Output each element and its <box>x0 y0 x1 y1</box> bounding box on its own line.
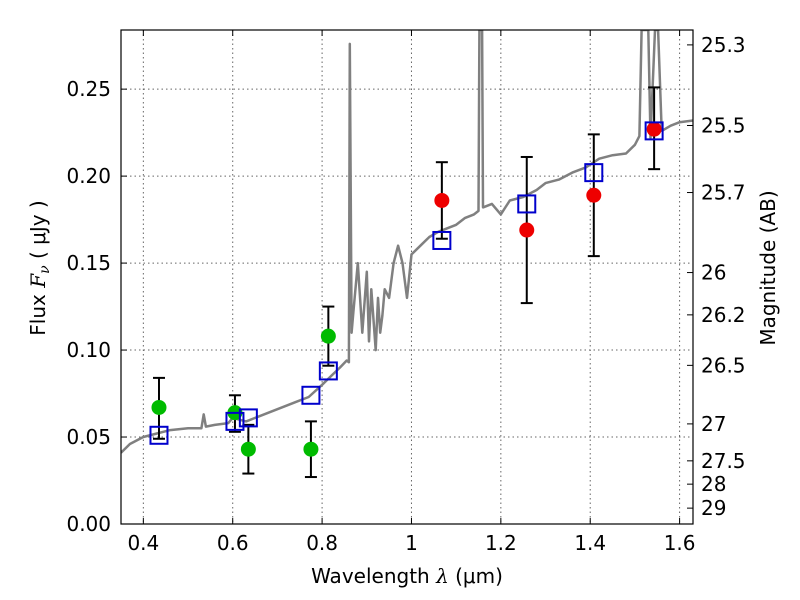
x-tick-label: 1.4 <box>574 531 606 555</box>
x-tick-label: 0.8 <box>306 531 338 555</box>
y-tick-label: 0.05 <box>66 425 111 449</box>
y-tick-label: 0.00 <box>66 512 111 536</box>
y2-tick-label: 26.2 <box>701 303 746 327</box>
x-axis-title: Wavelength λ (μm) <box>311 564 503 588</box>
error-bars <box>152 86 661 479</box>
green-point <box>151 399 167 415</box>
x-axis-lambda-symbol: λ <box>435 564 449 588</box>
red-point <box>434 192 450 208</box>
model-photometry-square <box>225 411 245 431</box>
y-tick-label: 0.25 <box>66 77 111 101</box>
model-photometry-square <box>318 361 338 381</box>
model-photometry-square <box>584 163 604 183</box>
red-point <box>519 222 535 238</box>
x-axis-ticks: 0.4 0.6 0.8 1 1.2 1.4 1.6 <box>127 30 696 555</box>
green-measurements <box>151 328 336 457</box>
y2-axis-title: Magnitude (AB) <box>756 190 780 345</box>
red-measurements <box>434 121 662 238</box>
y2-tick-label: 25.7 <box>701 181 746 205</box>
y-tick-label: 0.20 <box>66 164 111 188</box>
y2-tick-label: 26.5 <box>701 353 746 377</box>
y2-tick-label: 26 <box>701 261 726 285</box>
y-axis-title: Flux Fν ( μJy ) <box>26 200 53 335</box>
y2-tick-label: 25.3 <box>701 33 746 57</box>
model-spectrum-line <box>121 30 693 454</box>
plot-frame <box>120 29 694 525</box>
model-photometry-squares <box>149 121 664 445</box>
grid <box>121 30 693 525</box>
y2-tick-label: 25.5 <box>701 113 746 137</box>
x-tick-label: 1 <box>405 531 418 555</box>
y2-tick-label: 28 <box>701 472 726 496</box>
y-tick-label: 0.15 <box>66 251 111 275</box>
green-point <box>303 441 319 457</box>
x-tick-label: 0.6 <box>217 531 249 555</box>
model-photometry-square <box>644 121 664 141</box>
y2-tick-label: 27.5 <box>701 449 746 473</box>
red-point <box>646 121 662 137</box>
model-photometry-square <box>432 230 452 250</box>
y-axis-ticks: 0.00 0.05 0.10 0.15 0.20 0.25 <box>66 77 127 536</box>
red-point <box>586 187 602 203</box>
x-tick-label: 1.2 <box>485 531 517 555</box>
green-point <box>320 328 336 344</box>
green-point <box>240 441 256 457</box>
y-axis-f-symbol: F <box>26 273 50 289</box>
y-tick-label: 0.10 <box>66 338 111 362</box>
model-photometry-square <box>238 408 258 428</box>
model-photometry-square <box>517 194 537 214</box>
x-tick-label: 0.4 <box>127 531 159 555</box>
model-photometry-square <box>149 425 169 445</box>
x-tick-label: 1.6 <box>664 531 696 555</box>
y2-tick-label: 29 <box>701 496 726 520</box>
model-photometry-square <box>301 385 321 405</box>
y-axis-nu-subscript: ν <box>37 265 53 274</box>
y2-tick-label: 27 <box>701 412 726 436</box>
